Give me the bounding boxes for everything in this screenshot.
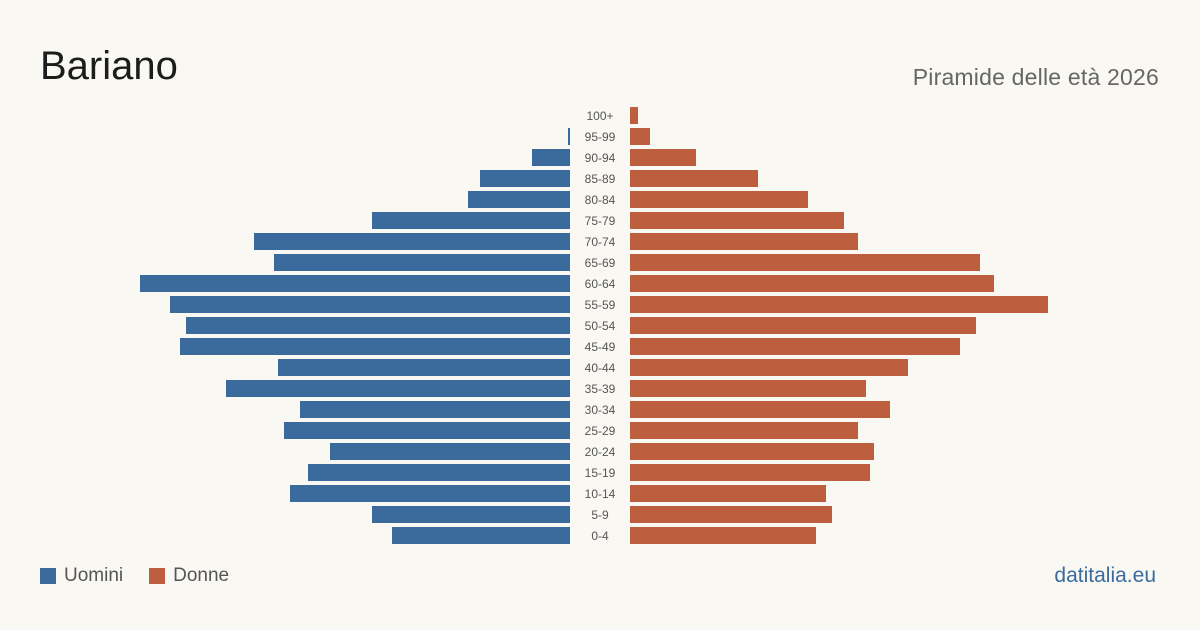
chart-subtitle: Piramide delle età 2026 (912, 64, 1159, 90)
age-label-35-39: 35-39 (585, 382, 616, 396)
bar-women-75-79 (630, 212, 844, 229)
bar-women-40-44 (630, 359, 908, 376)
bar-men-80-84 (468, 191, 570, 208)
age-label-0-4: 0-4 (591, 529, 609, 543)
bar-men-65-69 (274, 254, 570, 271)
bar-women-60-64 (630, 275, 994, 292)
bar-women-80-84 (630, 191, 808, 208)
age-label-10-14: 10-14 (585, 487, 616, 501)
age-label-15-19: 15-19 (585, 466, 616, 480)
bar-women-70-74 (630, 233, 858, 250)
age-label-50-54: 50-54 (585, 319, 616, 333)
legend-swatch-women (149, 568, 166, 584)
bar-men-75-79 (372, 212, 570, 229)
bar-women-5-9 (630, 506, 832, 523)
bar-men-55-59 (170, 296, 570, 313)
bar-women-100+ (630, 107, 638, 124)
legend-item-women: Donne (149, 565, 229, 587)
bar-women-20-24 (630, 443, 874, 460)
bar-men-50-54 (186, 317, 570, 334)
bar-men-35-39 (226, 380, 570, 397)
bar-men-70-74 (254, 233, 570, 250)
bar-women-55-59 (630, 296, 1048, 313)
bar-women-0-4 (630, 527, 816, 544)
bar-men-20-24 (330, 443, 570, 460)
legend-label-women: Donne (173, 565, 230, 586)
bar-men-90-94 (532, 149, 570, 166)
page-title: Bariano (40, 44, 178, 88)
age-label-100+: 100+ (586, 109, 613, 123)
age-label-40-44: 40-44 (585, 361, 616, 375)
age-label-5-9: 5-9 (591, 508, 609, 522)
brand-link[interactable]: datitalia.eu (1054, 564, 1156, 587)
age-label-30-34: 30-34 (585, 403, 616, 417)
age-label-80-84: 80-84 (585, 193, 616, 207)
chart-legend: Uomini Donne (40, 565, 255, 587)
bar-women-85-89 (630, 170, 758, 187)
age-label-65-69: 65-69 (585, 256, 616, 270)
bar-men-25-29 (284, 422, 570, 439)
bar-men-85-89 (480, 170, 570, 187)
legend-item-men: Uomini (40, 565, 123, 587)
age-label-45-49: 45-49 (585, 340, 616, 354)
bar-women-95-99 (630, 128, 650, 145)
bar-men-40-44 (278, 359, 570, 376)
bar-men-0-4 (392, 527, 570, 544)
bar-men-10-14 (290, 485, 570, 502)
age-label-70-74: 70-74 (585, 235, 616, 249)
age-label-25-29: 25-29 (585, 424, 616, 438)
age-label-55-59: 55-59 (585, 298, 616, 312)
bar-men-30-34 (300, 401, 570, 418)
legend-label-men: Uomini (64, 565, 124, 586)
age-label-20-24: 20-24 (585, 445, 616, 459)
bar-women-25-29 (630, 422, 858, 439)
bar-women-10-14 (630, 485, 826, 502)
bar-men-5-9 (372, 506, 570, 523)
bar-men-95-99 (568, 128, 570, 145)
bar-women-90-94 (630, 149, 696, 166)
bar-women-45-49 (630, 338, 960, 355)
bar-women-15-19 (630, 464, 870, 481)
bar-men-15-19 (308, 464, 570, 481)
age-label-85-89: 85-89 (585, 172, 616, 186)
bar-women-35-39 (630, 380, 866, 397)
bar-women-65-69 (630, 254, 980, 271)
age-label-75-79: 75-79 (585, 214, 616, 228)
bar-women-50-54 (630, 317, 976, 334)
legend-swatch-men (40, 568, 56, 584)
bar-women-30-34 (630, 401, 890, 418)
bar-men-45-49 (180, 338, 570, 355)
bar-men-60-64 (140, 275, 570, 292)
age-label-60-64: 60-64 (585, 277, 616, 291)
age-label-95-99: 95-99 (585, 130, 616, 144)
age-label-90-94: 90-94 (585, 151, 616, 165)
